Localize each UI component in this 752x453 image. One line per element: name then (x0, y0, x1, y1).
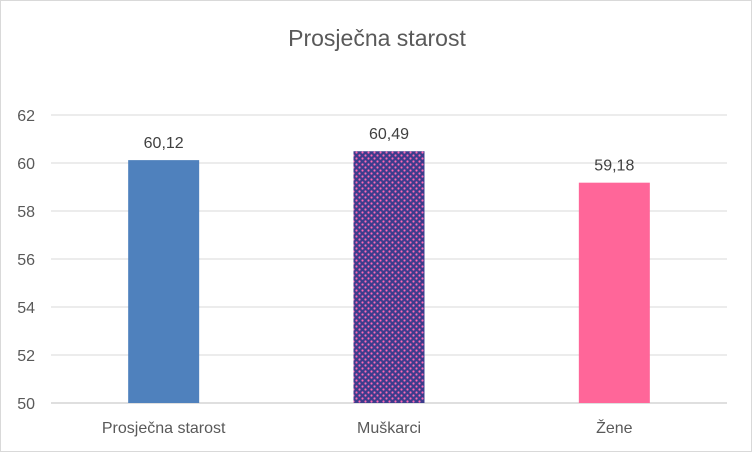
bar (578, 182, 650, 403)
x-category-label: Žene (596, 418, 633, 437)
y-tick-label: 52 (17, 348, 35, 365)
data-label: 59,18 (594, 158, 634, 175)
x-category-label: Prosječna starost (102, 420, 226, 437)
y-tick-label: 56 (17, 252, 35, 269)
y-tick-label: 50 (17, 396, 35, 413)
y-tick-label: 60 (17, 156, 35, 173)
data-label: 60,12 (144, 135, 184, 152)
bar (353, 151, 425, 403)
y-axis-tick-labels: 50 52 54 56 58 60 62 (17, 108, 35, 413)
y-tick-label: 54 (17, 300, 35, 317)
bar (128, 160, 200, 403)
data-labels: 60,12 60,49 59,18 (144, 126, 635, 174)
x-axis-category-labels: Prosječna starost Muškarci Žene (102, 418, 633, 437)
chart-title: Prosječna starost (288, 25, 466, 51)
bars (128, 151, 650, 403)
x-category-label: Muškarci (357, 420, 421, 437)
y-tick-label: 62 (17, 108, 35, 125)
y-tick-label: 58 (17, 204, 35, 221)
data-label: 60,49 (369, 126, 409, 143)
